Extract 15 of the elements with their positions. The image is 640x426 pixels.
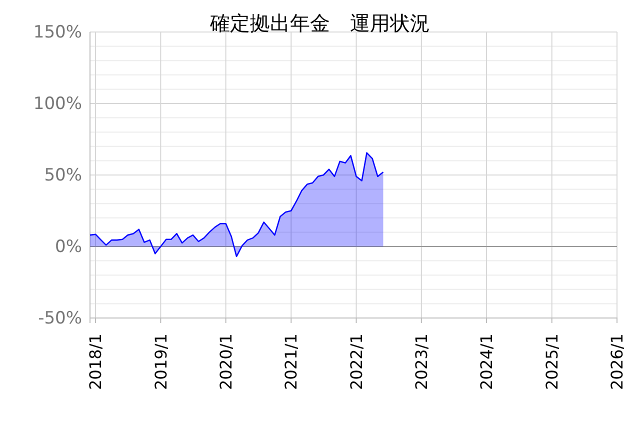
x-tick-label: 2025/1: [542, 334, 562, 390]
x-tick-label: 2018/1: [86, 334, 106, 390]
x-tick-label: 2022/1: [346, 334, 366, 390]
x-tick-label: 2019/1: [151, 334, 170, 390]
x-tick-label: 2024/1: [477, 334, 496, 390]
y-tick-label: 0%: [55, 236, 82, 257]
y-tick-label: 150%: [33, 22, 82, 42]
y-tick-label: -50%: [38, 308, 82, 328]
x-tick-label: 2021/1: [282, 334, 301, 390]
x-tick-label: 2023/1: [412, 334, 432, 390]
y-tick-label: 50%: [44, 165, 82, 186]
x-tick-label: 2020/1: [216, 334, 236, 390]
chart-title: 確定拠出年金 運用状況: [209, 11, 430, 35]
x-tick-label: 2026/1: [608, 334, 627, 390]
y-tick-label: 100%: [33, 94, 82, 114]
